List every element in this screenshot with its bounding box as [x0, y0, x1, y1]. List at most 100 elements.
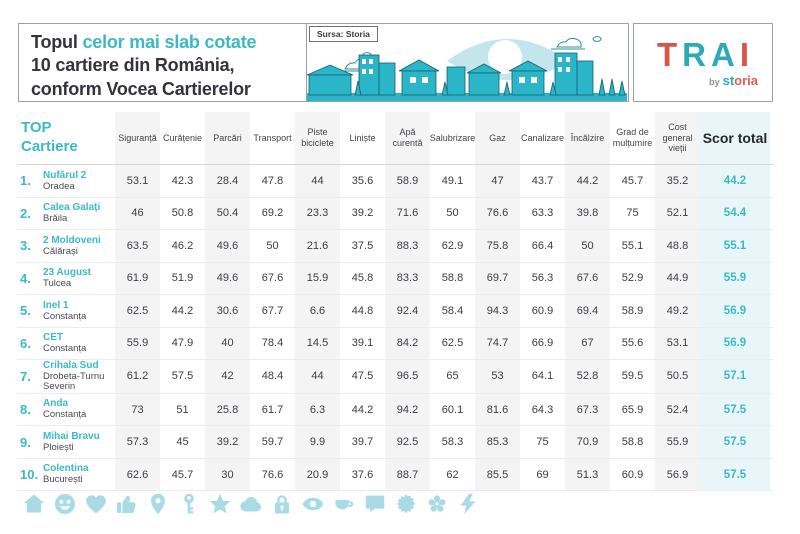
score-cell: 61.2 [115, 360, 160, 393]
score-cell: 76.6 [475, 197, 520, 229]
score-cell: 92.5 [385, 426, 430, 458]
neighbourhood-cell: Crihala Sud Drobeta-Turnu Severin [43, 360, 115, 393]
score-cell: 55.1 [621, 239, 644, 252]
title-line-3: conform Vocea Cartierelor [31, 78, 251, 99]
rank-label: 5. [20, 303, 31, 319]
score-cell: 48.8 [655, 230, 700, 262]
neighbourhood-name: Colentina [43, 463, 89, 475]
score-cell: 49.2 [655, 295, 700, 327]
score-cell: 59.5 [621, 370, 644, 383]
score-cell: 30.6 [205, 295, 250, 327]
score-cell: 49.1 [441, 174, 464, 187]
column-header: Salubrizare [429, 132, 476, 143]
score-cell: 66.4 [531, 239, 554, 252]
rank-label: 10. [20, 467, 39, 483]
total-score-cell: 54.4 [700, 197, 770, 229]
city-name: Călărași [43, 245, 78, 257]
star-icon [209, 493, 231, 514]
cup-icon [335, 500, 354, 510]
map-pin-icon [151, 493, 165, 515]
score-cell: 20.9 [295, 458, 340, 491]
score-cell: 55.6 [621, 337, 644, 350]
table-row: 7. Crihala Sud Drobeta-Turnu Severin 61.… [17, 360, 773, 394]
score-cell: 47 [475, 165, 520, 197]
total-score-cell: 55.9 [700, 262, 770, 294]
score-cell: 81.6 [475, 393, 520, 426]
score-cell: 39.1 [351, 337, 374, 350]
source-label: Sursa: Storia [309, 26, 378, 42]
score-cell: 51.3 [565, 458, 610, 491]
score-cell: 50 [266, 239, 279, 252]
score-cell: 44 [295, 165, 340, 197]
trai-logo: TRAI by storia [633, 23, 773, 102]
storia-byline: by storia [709, 74, 758, 87]
neighbourhood-cell: Calea Galați Brăila [43, 198, 115, 230]
title-line-1: Topul celor mai slab cotate [31, 31, 294, 54]
score-cell: 48.4 [261, 370, 284, 383]
title-dark-text: Topul [31, 32, 78, 52]
city-name: Constanța [43, 409, 87, 421]
building-windows [362, 57, 570, 83]
score-cell: 9.9 [295, 426, 340, 458]
table-header-row: TOP Cartiere Siguranță Curățenie Parcări Tr… [17, 112, 773, 165]
score-cell: 28.4 [205, 165, 250, 197]
buildings [307, 52, 627, 101]
neighbourhood-name: Calea Galați [43, 202, 101, 214]
column-header: Grad de mulțumire [612, 127, 653, 148]
table-row: 6. CET Constanța 55.9 47.9 40 78.4 14.5 39.1 8… [17, 327, 773, 360]
score-cell: 39.2 [205, 426, 250, 458]
rank-label: 2. [20, 205, 31, 221]
score-cell: 76.6 [261, 468, 284, 481]
score-cell: 62 [446, 468, 459, 481]
score-cell: 62.5 [115, 295, 160, 327]
neighbourhood-name: CET [43, 332, 63, 344]
score-cell: 42 [205, 360, 250, 393]
score-cell: 74.7 [475, 327, 520, 359]
score-cell: 61.7 [261, 403, 284, 416]
score-cell: 88.7 [385, 458, 430, 491]
score-cell: 56.3 [531, 272, 554, 285]
score-cell: 62.9 [441, 239, 464, 252]
score-cell: 69.2 [261, 207, 284, 220]
lightning-icon [460, 493, 476, 515]
score-cell: 50.5 [655, 360, 700, 393]
thumbs-up-icon [117, 495, 136, 513]
score-cell: 67.7 [261, 304, 284, 317]
score-cell: 47.8 [261, 174, 284, 187]
total-score-cell: 57.1 [700, 360, 770, 393]
speech-bubble-icon [365, 495, 385, 513]
table-row: 10. Colentina București 62.6 45.7 30 76.6 20… [17, 458, 773, 492]
score-cell: 60.9 [621, 468, 644, 481]
lock-icon [274, 495, 290, 514]
score-cell: 49.6 [205, 230, 250, 262]
score-cell: 52.1 [655, 197, 700, 229]
score-cell: 56.9 [655, 458, 700, 491]
score-cell: 85.3 [475, 426, 520, 458]
score-cell: 88.3 [385, 230, 430, 262]
score-cell: 50 [565, 230, 610, 262]
score-cell: 70.9 [565, 426, 610, 458]
column-header: Încălzire [565, 112, 610, 164]
eye-pupil [488, 40, 522, 74]
logo-letter-t: T [656, 36, 683, 73]
score-cell: 55.9 [115, 327, 160, 359]
heart-icon [86, 495, 106, 514]
neighbourhood-name: 23 August [43, 267, 91, 279]
score-cell: 25.8 [205, 393, 250, 426]
neighbourhood-cell: 2 Moldoveni Călărași [43, 230, 115, 262]
score-cell: 44.9 [655, 262, 700, 294]
score-cell: 69.4 [565, 295, 610, 327]
score-cell: 55.9 [655, 426, 700, 458]
score-cell: 35.2 [655, 165, 700, 197]
city-name: București [43, 474, 83, 486]
rank-label: 7. [20, 368, 31, 384]
score-cell: 50.8 [171, 207, 194, 220]
table-row: 1. Nufărul 2 Oradea 53.1 42.3 28.4 47.8 44 35… [17, 165, 773, 198]
city-name: Constanța [43, 343, 87, 355]
score-cell: 52.4 [655, 393, 700, 426]
logo-letter-a: A [711, 36, 740, 73]
score-cell: 63.5 [115, 230, 160, 262]
score-cell: 58.8 [441, 272, 464, 285]
total-score-cell: 56.9 [700, 295, 770, 327]
score-cell: 6.3 [295, 393, 340, 426]
